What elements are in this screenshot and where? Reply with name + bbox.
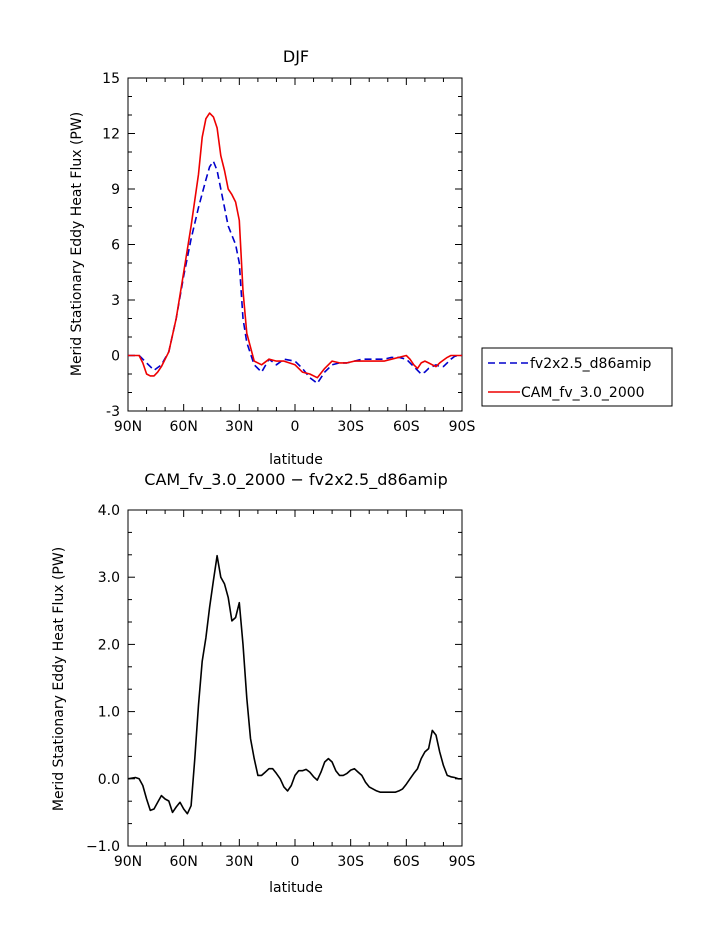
- top-y-tick-label: -3: [106, 404, 120, 420]
- bottom-y-tick-label: 3.0: [98, 570, 120, 586]
- top-x-tick-label: 30S: [337, 419, 364, 435]
- top-series-group: [128, 112, 462, 385]
- top-x-tick-label: 30N: [225, 419, 253, 435]
- top-y-tick-label: 6: [111, 238, 120, 254]
- bottom-x-tick-label: 60S: [393, 854, 420, 870]
- top-y-tick-label: 12: [102, 127, 120, 143]
- top-x-tick-label: 60N: [170, 419, 198, 435]
- bottom-y-tick-label: 0.0: [98, 772, 120, 788]
- top-series-line-0: [128, 160, 462, 385]
- bottom-x-tick-label: 60N: [170, 854, 198, 870]
- top-x-tick-label: 0: [291, 419, 300, 435]
- bottom-y-tick-label: 4.0: [98, 503, 120, 519]
- top-x-axis-label: latitude: [269, 452, 323, 468]
- bottom-panel-title: CAM_fv_3.0_2000 − fv2x2.5_d86amip: [144, 470, 447, 490]
- top-panel-title: DJF: [283, 47, 309, 66]
- top-series-line-1: [128, 112, 462, 379]
- top-x-tick-label: 60S: [393, 419, 420, 435]
- bottom-y-tick-label: 1.0: [98, 705, 120, 721]
- legend-box: [481, 347, 673, 407]
- top-panel: DJF 90N 60N 30N 0 30S 60S 90S -3 0 3 6 9 12 15 latitu…: [69, 47, 673, 468]
- legend: fv2x2.5_d86amip CAM_fv_3.0_2000: [481, 347, 673, 407]
- top-y-axis-label: Merid Stationary Eddy Heat Flux (PW): [69, 112, 85, 376]
- legend-label-fv2x2-5-d86amip: fv2x2.5_d86amip: [530, 356, 651, 372]
- top-x-tick-label: 90S: [449, 419, 476, 435]
- bottom-x-tick-label: 30S: [337, 854, 364, 870]
- bottom-x-tick-label: 90N: [114, 854, 142, 870]
- bottom-x-tick-label: 30N: [225, 854, 253, 870]
- top-y-tick-label: 3: [111, 293, 120, 309]
- bottom-series-line-0: [127, 554, 462, 815]
- top-y-tick-label: 15: [102, 71, 120, 87]
- bottom-x-axis-label: latitude: [269, 880, 323, 896]
- bottom-x-tick-label: 90S: [449, 854, 476, 870]
- top-y-tick-label: 9: [111, 182, 120, 198]
- top-axes-frame: 90N 60N 30N 0 30S 60S 90S -3 0 3 6 9 12 15: [102, 71, 475, 435]
- bottom-y-axis-label: Merid Stationary Eddy Heat Flux (PW): [51, 547, 67, 811]
- top-y-tick-label: 0: [111, 349, 120, 365]
- bottom-series-group: [127, 554, 462, 815]
- bottom-y-tick-label: −1.0: [86, 839, 120, 855]
- bottom-y-tick-label: 2.0: [98, 637, 120, 653]
- bottom-plot-frame: [127, 509, 463, 847]
- top-x-tick-label: 90N: [114, 419, 142, 435]
- bottom-x-tick-label: 0: [291, 854, 300, 870]
- legend-label-cam-fv-3-0-2000: CAM_fv_3.0_2000: [521, 385, 645, 401]
- bottom-panel: CAM_fv_3.0_2000 − fv2x2.5_d86amip 90N 60N…: [51, 470, 475, 896]
- bottom-axes-frame: 90N 60N 30N 0 30S 60S 90S −1.0 0.0 1.0 2.0 3.0 4.0: [86, 503, 475, 870]
